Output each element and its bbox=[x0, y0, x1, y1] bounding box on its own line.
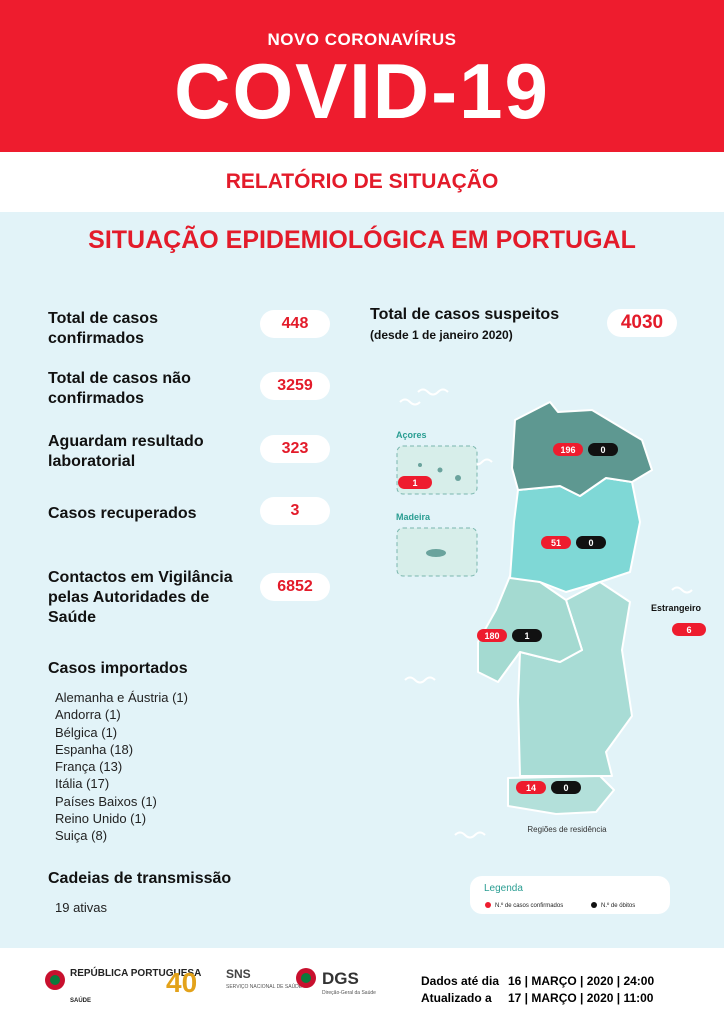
imported-item: Suiça (8) bbox=[55, 828, 108, 844]
date-value: 16 | MARÇO | 2020 | 24:00 bbox=[508, 974, 654, 988]
map-pill bbox=[551, 781, 581, 794]
wave bbox=[417, 388, 449, 396]
stat-label: Contactos em Vigilância pelas Autoridade… bbox=[48, 569, 233, 626]
map-pills: 196 0 51 0 180 1 14 0 1 6 bbox=[398, 443, 706, 794]
header-band bbox=[0, 0, 724, 152]
map-value: 14 bbox=[526, 783, 536, 793]
footer-logos: REPÚBLICA PORTUGUESA SAÚDE 40 SNS SERVIÇ… bbox=[45, 966, 654, 1005]
suspected-note: (desde 1 de janeiro 2020) bbox=[370, 328, 513, 342]
footer bbox=[0, 948, 724, 1024]
map-pill bbox=[553, 443, 583, 456]
legend-dot-confirmed bbox=[485, 902, 491, 908]
map-pill bbox=[477, 629, 507, 642]
map-value: 0 bbox=[588, 538, 593, 548]
azores-label: Açores bbox=[396, 430, 427, 440]
date-value: 17 | MARÇO | 2020 | 11:00 bbox=[508, 991, 654, 1005]
stat-label: Total de casos não confirmados bbox=[48, 370, 191, 407]
date-label: Dados até dia bbox=[421, 974, 499, 988]
wave bbox=[454, 831, 486, 839]
island bbox=[418, 463, 422, 467]
suspected-label: Total de casos suspeitos (desde 1 de jan… bbox=[370, 305, 600, 345]
imported-item: Alemanha e Áustria (1) bbox=[55, 690, 188, 705]
legend-dot-deaths bbox=[591, 902, 597, 908]
stat-label: Aguardam resultado laboratorial bbox=[48, 433, 204, 470]
map-pill bbox=[541, 536, 571, 549]
suspected-value: 4030 bbox=[607, 309, 677, 337]
map-pill bbox=[576, 536, 606, 549]
map-value: 51 bbox=[551, 538, 561, 548]
legend-title: Legenda bbox=[484, 883, 523, 894]
wave bbox=[399, 398, 421, 406]
stat-label: Total de casos confirmados bbox=[48, 310, 158, 347]
logo-text: SNS bbox=[226, 967, 251, 981]
map-caption: Regiões de residência bbox=[527, 825, 607, 834]
map-value: 6 bbox=[686, 625, 691, 635]
stat-value: 323 bbox=[260, 435, 330, 463]
map-value: 196 bbox=[560, 445, 575, 455]
imported-item: Espanha (18) bbox=[55, 741, 134, 757]
stat-value: 3259 bbox=[260, 372, 330, 400]
kicker: NOVO CORONAVÍRUS bbox=[267, 30, 457, 49]
map-pill bbox=[588, 443, 618, 456]
logo-mark bbox=[50, 975, 60, 985]
map: Açores Madeira Estrangeiro Regiões de re… bbox=[396, 388, 706, 914]
map-pill bbox=[516, 781, 546, 794]
imported-item: Andorra (1) bbox=[55, 707, 121, 723]
map-value: 1 bbox=[524, 631, 529, 641]
legend-deaths: N.º de óbitos bbox=[601, 902, 635, 909]
logo-text: DGS bbox=[322, 969, 359, 988]
section-title: SITUAÇÃO EPIDEMIOLÓGICA EM PORTUGAL bbox=[88, 226, 636, 254]
subtitle-band bbox=[0, 152, 724, 212]
stat-label: Casos recuperados bbox=[48, 505, 197, 522]
legend-confirmed: N.º de casos confirmados bbox=[495, 902, 563, 909]
logo-text: SERVIÇO NACIONAL DE SAÚDE bbox=[226, 983, 303, 990]
map-value: 180 bbox=[484, 631, 499, 641]
map-pill bbox=[512, 629, 542, 642]
logo-text: REPÚBLICA PORTUGUESA bbox=[70, 966, 201, 979]
imported-item: França (13) bbox=[55, 759, 123, 775]
logo-text: SAÚDE bbox=[70, 997, 91, 1004]
imported-list: Alemanha e Áustria (1) Andorra (1) Bélgica… bbox=[55, 689, 188, 845]
stat-value: 3 bbox=[260, 497, 330, 525]
imported-item: Reino Unido (1) bbox=[55, 811, 147, 827]
wave bbox=[671, 586, 693, 594]
region-shape bbox=[509, 477, 641, 593]
date-label: Atualizado a bbox=[421, 991, 492, 1005]
chains-title: Cadeias de transmissão bbox=[48, 870, 232, 887]
logo-text: Direção-Geral da Saúde bbox=[322, 990, 376, 996]
abroad-label: Estrangeiro bbox=[651, 603, 702, 613]
chains-text: 19 ativas bbox=[55, 900, 108, 915]
subtitle: RELATÓRIO DE SITUAÇÃO bbox=[225, 170, 499, 193]
legend-box bbox=[470, 876, 670, 914]
stat-value: 6852 bbox=[260, 573, 330, 601]
logo-40: 40 bbox=[166, 967, 197, 998]
logo-mark bbox=[301, 973, 311, 983]
title: COVID-19 bbox=[174, 47, 550, 135]
imported-item: Países Baixos (1) bbox=[55, 793, 157, 809]
map-value: 0 bbox=[563, 783, 568, 793]
suspected-title: Total de casos suspeitos bbox=[370, 306, 560, 323]
madeira-island bbox=[426, 549, 446, 557]
island bbox=[455, 475, 461, 481]
wave bbox=[404, 676, 436, 684]
madeira-label: Madeira bbox=[396, 512, 431, 522]
map-value: 0 bbox=[600, 445, 605, 455]
imported-item: Bélgica (1) bbox=[55, 724, 118, 740]
map-value: 1 bbox=[412, 478, 417, 488]
regions bbox=[477, 401, 653, 815]
map-pill bbox=[672, 623, 706, 636]
stat-value: 448 bbox=[260, 310, 330, 338]
island bbox=[437, 467, 443, 473]
imported-item: Itália (17) bbox=[55, 776, 110, 792]
map-pill bbox=[398, 476, 432, 489]
imported-title: Casos importados bbox=[48, 660, 188, 677]
